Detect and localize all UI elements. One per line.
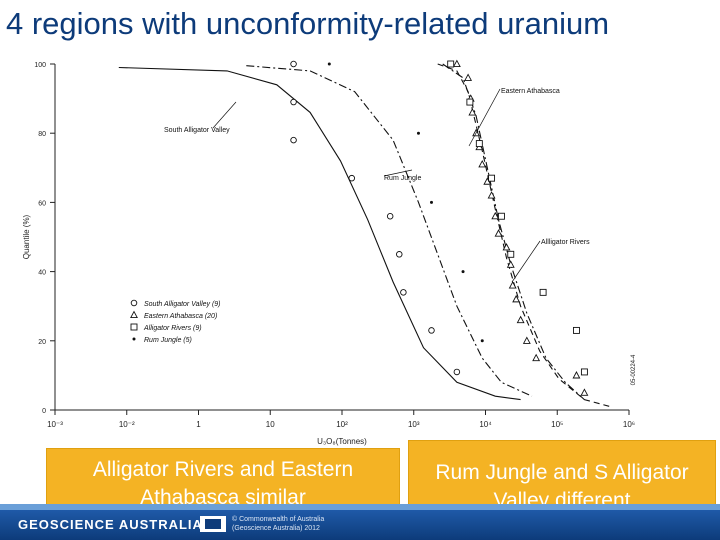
fit-curve: [437, 63, 610, 408]
data-point: [494, 229, 503, 237]
fit-curve: [246, 65, 533, 397]
data-point: [512, 294, 521, 303]
data-point: [290, 60, 297, 68]
footer-strip: [0, 504, 720, 510]
data-point: [396, 251, 403, 258]
annotation-leader: [468, 88, 501, 147]
data-point: [466, 98, 474, 106]
data-point: [487, 191, 496, 199]
data-point: [573, 326, 580, 334]
data-point: [468, 108, 477, 116]
commonwealth-logo-icon: [200, 516, 226, 532]
data-point: [539, 288, 547, 296]
footer-copyright-line-1: © Commonwealth of Australia: [232, 516, 325, 523]
data-point: [453, 368, 461, 376]
y-tick-label: 100: [34, 62, 46, 69]
annotation-label: Allligator Rivers: [541, 239, 590, 246]
footer-brand: GEOSCIENCE AUSTRALIA: [18, 517, 203, 532]
data-point: [508, 281, 517, 289]
x-tick-label: 10²: [336, 420, 348, 429]
x-tick-label: 10: [266, 420, 275, 429]
footer-copyright: © Commonwealth of Australia (Geoscience …: [232, 515, 324, 533]
x-axis-label: U₃O₈(Tonnes): [317, 437, 367, 446]
data-point: [416, 131, 420, 135]
annotation-label: Eastern Athabasca: [501, 88, 560, 95]
data-point: [327, 62, 331, 66]
y-tick-label: 80: [38, 131, 46, 138]
y-tick-label: 40: [38, 270, 46, 277]
slide-title: 4 regions with unconformity-related uran…: [6, 6, 610, 41]
legend-marker: [130, 323, 138, 331]
annotation-label: South Alligator Valley: [164, 127, 230, 134]
data-point: [532, 353, 541, 362]
x-tick-label: 10⁻³: [47, 420, 63, 429]
data-point: [452, 59, 461, 68]
x-tick-label: 10⁴: [479, 420, 492, 429]
data-point: [475, 140, 483, 148]
legend-label: Alligator Rivers (9): [143, 325, 202, 332]
data-point: [400, 289, 407, 296]
data-point: [497, 212, 505, 220]
data-point: [488, 174, 496, 182]
chart-svg: 10⁻³ 10⁻² 1 10 10² 10³ 10⁴ 10⁵ 10⁶ 0 20 40 60 80 100 U₃…: [22, 59, 637, 446]
y-tick-label: 20: [38, 339, 46, 346]
data-point: [461, 270, 465, 274]
legend-marker: [130, 299, 138, 307]
fit-curve: [118, 66, 521, 401]
data-point: [522, 336, 531, 344]
quantile-chart: 10⁻³ 10⁻² 1 10 10² 10³ 10⁴ 10⁵ 10⁶ 0 20 40 60 80 100 U₃…: [14, 52, 648, 450]
data-point: [290, 136, 297, 144]
x-tick-label: 10³: [408, 420, 420, 429]
data-point: [491, 211, 500, 220]
y-tick-label: 0: [42, 408, 46, 415]
annotation-label: Rum Jungle: [384, 175, 421, 182]
data-point: [507, 250, 515, 258]
annotation-leader: [383, 169, 413, 177]
annotation-leader: [511, 240, 541, 283]
data-point: [516, 315, 525, 324]
data-point: [386, 212, 394, 220]
callout-similar-text: Alligator Rivers and Eastern Athabasca s…: [92, 458, 354, 509]
data-point: [580, 388, 589, 396]
legend-marker: [130, 310, 138, 319]
x-tick-label: 10⁻²: [119, 420, 135, 429]
legend-marker: [132, 337, 136, 341]
footer-bar: GEOSCIENCE AUSTRALIA © Commonwealth of A…: [0, 510, 720, 540]
data-point: [428, 327, 435, 334]
data-point: [580, 368, 588, 376]
figure-code: 05-00224-4: [631, 354, 637, 385]
legend-label: Eastern Athabasca (20): [144, 313, 217, 320]
annotation-leader: [212, 101, 237, 129]
data-point: [572, 371, 581, 379]
fit-curve: [442, 63, 585, 401]
data-point: [290, 98, 297, 106]
x-tick-label: 10⁵: [551, 420, 563, 429]
data-point: [447, 60, 455, 68]
legend-label: Rum Jungle (5): [144, 337, 192, 344]
y-tick-label: 60: [38, 200, 46, 207]
data-point: [464, 73, 473, 81]
data-point: [348, 174, 356, 182]
x-tick-label: 10⁶: [623, 420, 635, 429]
data-point: [478, 159, 487, 168]
data-point: [506, 260, 515, 268]
y-axis-label: Quantile (%): [22, 214, 31, 259]
x-tick-label: 1: [196, 420, 201, 429]
footer-copyright-line-2: (Geoscience Australia) 2012: [232, 525, 320, 532]
legend-label: South Alligator Valley (9): [144, 301, 221, 308]
data-point: [502, 243, 511, 251]
data-point: [429, 200, 433, 204]
data-point: [480, 339, 484, 343]
